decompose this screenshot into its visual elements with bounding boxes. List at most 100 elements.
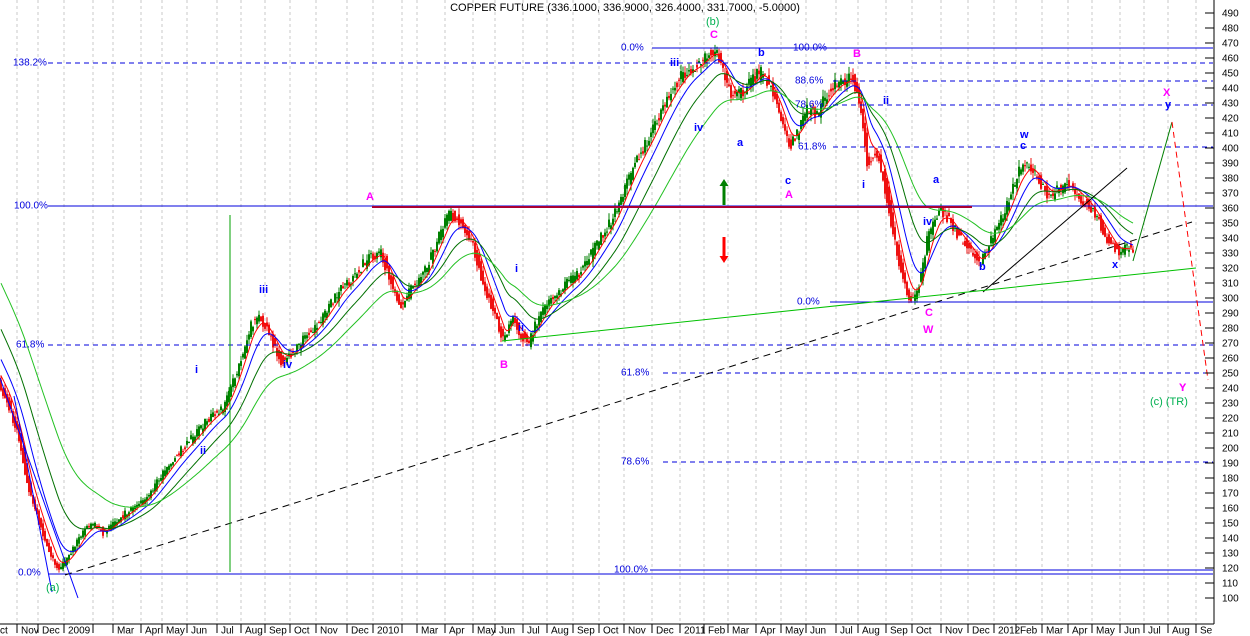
moving-averages [0, 53, 1134, 564]
svg-text:Aug: Aug [551, 626, 569, 636]
svg-text:260: 260 [1222, 354, 1239, 365]
svg-text:Oct: Oct [294, 626, 310, 636]
svg-text:470: 470 [1222, 39, 1239, 50]
svg-text:Sep: Sep [269, 626, 287, 636]
candles [0, 44, 1134, 573]
svg-text:61.8%: 61.8% [621, 368, 649, 379]
svg-text:Feb: Feb [1020, 626, 1038, 636]
fib-labels: 138.2% 0.0% 100.0% 88.6% 78.6% 61.8% 100.0% 0.0… [13, 43, 827, 579]
wedge-line-2 [13, 395, 53, 593]
svg-text:ct: ct [0, 626, 8, 636]
svg-text:y: y [1165, 99, 1172, 111]
solid-trendline [982, 167, 1128, 293]
svg-text:Nov: Nov [21, 626, 39, 636]
svg-text:(b): (b) [706, 16, 719, 28]
signal-arrows [719, 179, 729, 263]
svg-text:230: 230 [1222, 399, 1239, 410]
svg-text:X: X [1163, 87, 1171, 99]
svg-text:iv: iv [923, 216, 933, 228]
svg-text:Jul: Jul [221, 626, 234, 636]
svg-text:a: a [737, 137, 744, 149]
svg-text:370: 370 [1222, 189, 1239, 200]
svg-text:100.0%: 100.0% [14, 201, 48, 212]
svg-text:480: 480 [1222, 24, 1239, 35]
svg-text:160: 160 [1222, 504, 1239, 515]
svg-text:A: A [785, 189, 793, 201]
svg-text:110: 110 [1222, 579, 1238, 590]
svg-text:78.6%: 78.6% [795, 100, 823, 111]
svg-text:290: 290 [1222, 309, 1239, 320]
projection-down [1171, 121, 1209, 381]
svg-text:Apr: Apr [449, 626, 465, 636]
fibonacci-lines [48, 47, 1213, 575]
svg-text:(a): (a) [46, 582, 59, 594]
svg-text:450: 450 [1222, 69, 1239, 80]
svg-text:Feb: Feb [708, 626, 726, 636]
svg-text:0.0%: 0.0% [797, 297, 820, 308]
svg-text:430: 430 [1222, 99, 1239, 110]
svg-text:340: 340 [1222, 234, 1239, 245]
svg-text:May: May [1096, 626, 1115, 636]
svg-text:0.0%: 0.0% [18, 568, 41, 579]
svg-text:130: 130 [1222, 549, 1239, 560]
svg-text:150: 150 [1222, 519, 1239, 530]
svg-text:Aug: Aug [245, 626, 263, 636]
svg-text:Mar: Mar [732, 626, 750, 636]
svg-text:220: 220 [1222, 414, 1239, 425]
svg-text:ii: ii [883, 95, 889, 107]
svg-text:0.0%: 0.0% [621, 43, 644, 54]
svg-text:250: 250 [1222, 369, 1239, 380]
svg-text:Dec: Dec [351, 626, 369, 636]
svg-text:A: A [366, 191, 374, 203]
svg-text:ii: ii [518, 322, 524, 334]
svg-text:ii: ii [200, 445, 206, 457]
svg-text:78.6%: 78.6% [621, 457, 649, 468]
svg-text:2010: 2010 [377, 626, 400, 636]
svg-text:Jun: Jun [191, 626, 207, 636]
svg-text:300: 300 [1222, 294, 1239, 305]
svg-text:Mar: Mar [1046, 626, 1064, 636]
svg-text:i: i [195, 364, 198, 376]
svg-text:120: 120 [1222, 564, 1239, 575]
svg-text:May: May [477, 626, 496, 636]
svg-text:Jul: Jul [840, 626, 853, 636]
svg-text:Apr: Apr [1072, 626, 1088, 636]
svg-text:May: May [785, 626, 804, 636]
svg-text:w: w [1019, 129, 1029, 141]
green-support-line [501, 267, 1197, 342]
svg-text:C: C [925, 307, 933, 319]
svg-text:iv: iv [694, 122, 704, 134]
svg-text:88.6%: 88.6% [795, 76, 823, 87]
svg-text:240: 240 [1222, 384, 1239, 395]
svg-text:310: 310 [1222, 279, 1239, 290]
svg-text:180: 180 [1222, 474, 1239, 485]
svg-text:c: c [785, 175, 791, 187]
svg-text:390: 390 [1222, 159, 1239, 170]
svg-text:Dec: Dec [656, 626, 674, 636]
svg-text:Se: Se [1200, 626, 1213, 636]
svg-text:490: 490 [1222, 9, 1239, 20]
svg-text:Mar: Mar [421, 626, 439, 636]
trendlines [0, 121, 1209, 599]
svg-text:c: c [1020, 140, 1026, 152]
svg-text:Apr: Apr [760, 626, 776, 636]
svg-text:Nov: Nov [628, 626, 646, 636]
svg-text:280: 280 [1222, 324, 1239, 335]
svg-text:Sep: Sep [577, 626, 595, 636]
svg-text:May: May [166, 626, 185, 636]
svg-text:140: 140 [1222, 534, 1239, 545]
svg-text:Jul: Jul [1148, 626, 1161, 636]
svg-text:iii: iii [259, 284, 268, 296]
svg-text:320: 320 [1222, 264, 1239, 275]
svg-text:(c) (TR): (c) (TR) [1150, 396, 1188, 408]
svg-text:330: 330 [1222, 249, 1239, 260]
wedge-line-1 [0, 377, 79, 599]
svg-text:Dec: Dec [42, 626, 60, 636]
svg-text:Oct: Oct [916, 626, 932, 636]
svg-text:61.8%: 61.8% [798, 142, 826, 153]
svg-text:iii: iii [670, 57, 679, 69]
svg-text:200: 200 [1222, 444, 1239, 455]
